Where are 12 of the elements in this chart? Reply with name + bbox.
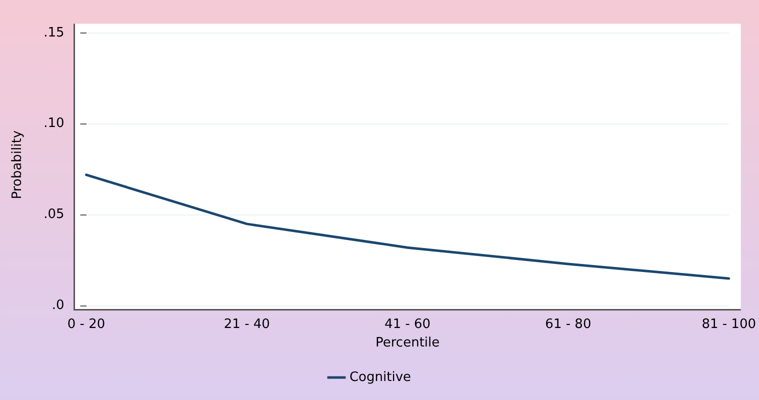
y-tick-label: .05 [44,207,64,222]
x-tick-label: 61 - 80 [545,316,592,332]
x-tick-label: 81 - 100 [702,316,756,332]
x-axis-title: Percentile [375,336,440,351]
y-tick-label: .15 [44,25,64,40]
legend-label: Cognitive [349,370,412,385]
x-tick-label: 41 - 60 [384,316,431,332]
x-tick-label: 21 - 40 [224,316,270,332]
x-tick-label: 0 - 20 [67,316,106,332]
y-tick-label: .10 [44,116,64,132]
y-tick-label: .0 [52,298,64,314]
y-axis-title: Probability [10,130,26,200]
